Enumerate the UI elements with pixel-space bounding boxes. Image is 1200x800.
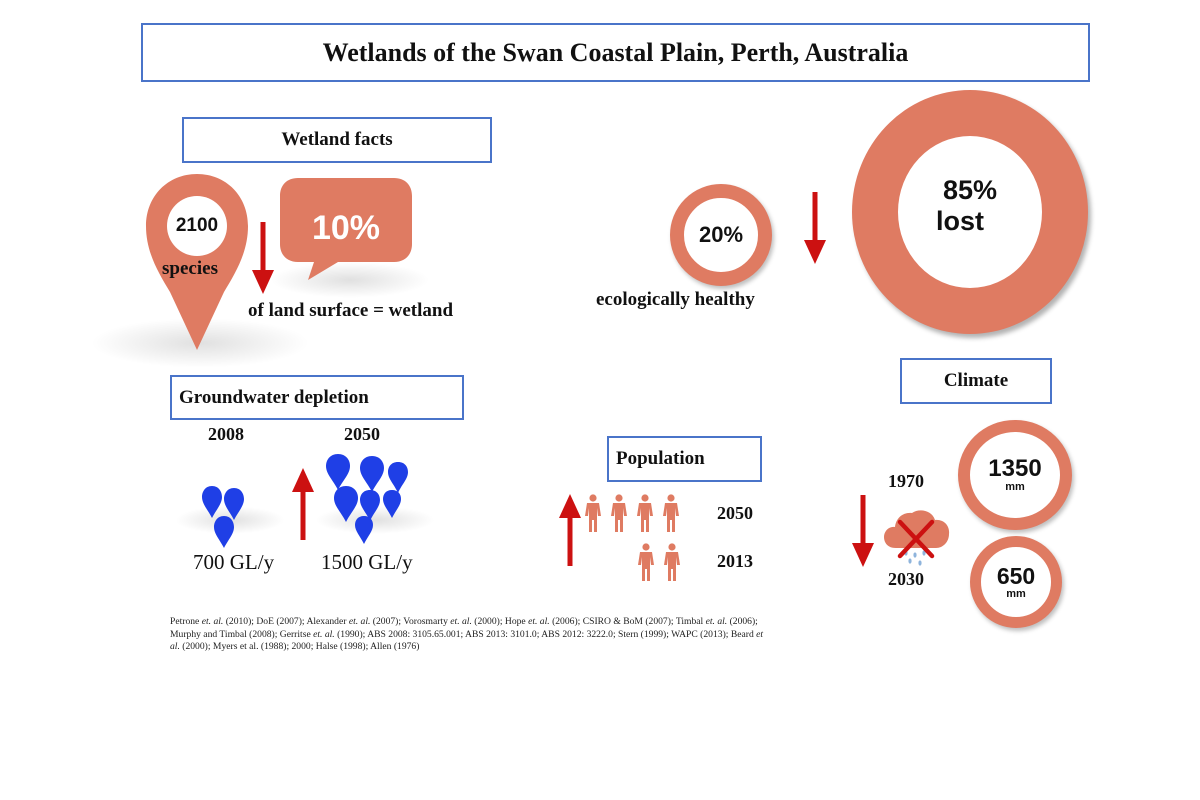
- population-year-2013: 2013: [717, 551, 753, 571]
- people-2050-icon: [585, 494, 679, 532]
- groundwater-heading: Groundwater depletion: [179, 386, 369, 408]
- lost-percent: 85%: [942, 175, 998, 205]
- speech-bubble-icon: [280, 178, 412, 280]
- water-drops-2050: [326, 454, 408, 544]
- rain-1970-unit: mm: [1005, 481, 1025, 493]
- land-percent: 10%: [311, 209, 381, 247]
- healthy-percent: 20%: [698, 222, 744, 247]
- water-drops-2008: [202, 486, 244, 548]
- down-arrow-icon: [804, 192, 826, 264]
- population-box: Population: [607, 436, 762, 482]
- healthy-label: ecologically healthy: [596, 289, 755, 310]
- climate-year-1970: 1970: [888, 471, 924, 491]
- rain-1970-ring: 1350 mm: [958, 420, 1072, 530]
- rain-2030-unit: mm: [1006, 587, 1026, 600]
- climate-year-2030: 2030: [888, 569, 924, 589]
- groundwater-2050-value: 1500 GL/y: [321, 550, 413, 574]
- land-label: of land surface = wetland: [248, 300, 454, 321]
- lost-label: lost: [935, 206, 984, 236]
- title-box: Wetlands of the Swan Coastal Plain, Pert…: [141, 23, 1090, 82]
- rain-cloud-icon: [884, 510, 950, 566]
- groundwater-box: Groundwater depletion: [170, 375, 464, 420]
- lost-ring: 85% lost: [852, 90, 1088, 334]
- climate-box: Climate: [900, 358, 1052, 404]
- rain-2030-ring: 650 mm: [970, 536, 1062, 628]
- map-pin-icon: [146, 174, 248, 350]
- species-label: species: [162, 258, 218, 279]
- population-heading: Population: [616, 448, 705, 469]
- down-arrow-icon: [252, 222, 274, 294]
- rain-1970-value: 1350: [988, 455, 1042, 482]
- year-2008: 2008: [208, 424, 244, 444]
- down-arrow-icon: [852, 495, 874, 567]
- page-title: Wetlands of the Swan Coastal Plain, Pert…: [322, 37, 909, 67]
- population-year-2050: 2050: [717, 503, 753, 523]
- rain-2030-value: 650: [996, 562, 1036, 589]
- up-arrow-icon: [292, 468, 314, 540]
- species-count: 2100: [175, 215, 219, 236]
- people-2013-icon: [638, 543, 680, 581]
- up-arrow-icon: [559, 494, 581, 566]
- groundwater-2008-value: 700 GL/y: [193, 550, 275, 574]
- wetland-facts-heading: Wetland facts: [281, 129, 393, 150]
- wetland-facts-box: Wetland facts: [182, 117, 492, 163]
- healthy-ring: 20%: [670, 184, 772, 286]
- climate-heading: Climate: [943, 370, 1009, 391]
- year-2050-groundwater: 2050: [344, 424, 380, 444]
- references: Petrone et. al. (2010); DoE (2007); Alex…: [170, 616, 764, 652]
